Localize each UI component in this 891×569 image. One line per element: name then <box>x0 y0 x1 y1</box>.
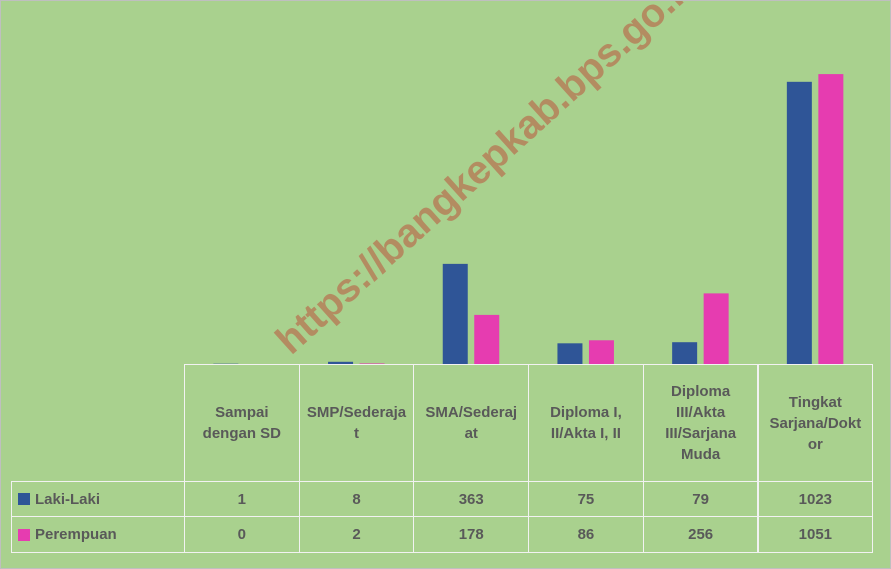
data-label: 2 <box>298 516 415 553</box>
x-tick-label: Diploma III/Akta III/Sarjana Muda <box>642 364 759 482</box>
data-label: 86 <box>528 516 644 553</box>
legend-text: Perempuan <box>35 526 117 543</box>
bar <box>672 342 698 364</box>
x-tick-label: SMA/Sederajat <box>413 364 530 482</box>
bar <box>703 293 729 364</box>
category-text: Tingkat Sarjana/Doktor <box>769 393 862 453</box>
legend-swatch <box>18 493 30 505</box>
category-text: SMP/Sederajat <box>306 404 407 442</box>
x-tick-label: SMP/Sederajat <box>298 364 415 482</box>
legend-text: Laki-Laki <box>35 490 101 508</box>
x-tick-label: Sampai dengan SD <box>184 364 300 482</box>
data-label: 178 <box>413 516 530 553</box>
bar <box>557 343 583 364</box>
bar <box>818 74 844 364</box>
data-label: 363 <box>413 481 530 517</box>
data-label: 1023 <box>757 481 874 517</box>
bar <box>474 314 500 364</box>
category-text: Diploma I, II/Akta I, II <box>550 404 622 442</box>
data-label: 1 <box>184 481 300 517</box>
legend-entry: Laki-Laki <box>11 481 185 517</box>
data-label: 8 <box>298 481 415 517</box>
data-label: 79 <box>642 481 759 517</box>
category-text: Diploma III/Akta III/Sarjana Muda <box>665 383 737 463</box>
bar <box>328 361 354 364</box>
bar <box>359 363 385 364</box>
data-label: 256 <box>642 516 759 553</box>
legend-swatch <box>18 528 30 541</box>
watermark: https://bangkepkab.bps.go.id <box>268 1 710 363</box>
category-text: Sampai dengan SD <box>202 404 282 442</box>
x-tick-label: Tingkat Sarjana/Doktor <box>757 364 874 482</box>
bar <box>442 263 468 364</box>
data-label: 75 <box>528 481 644 517</box>
bar <box>786 81 812 364</box>
legend-entry: Perempuan <box>11 516 185 553</box>
data-label: 0 <box>184 516 300 553</box>
category-text: SMA/Sederajat <box>425 404 518 442</box>
bar <box>588 340 614 364</box>
data-label: 1051 <box>757 516 874 553</box>
x-tick-label: Diploma I, II/Akta I, II <box>528 364 644 482</box>
